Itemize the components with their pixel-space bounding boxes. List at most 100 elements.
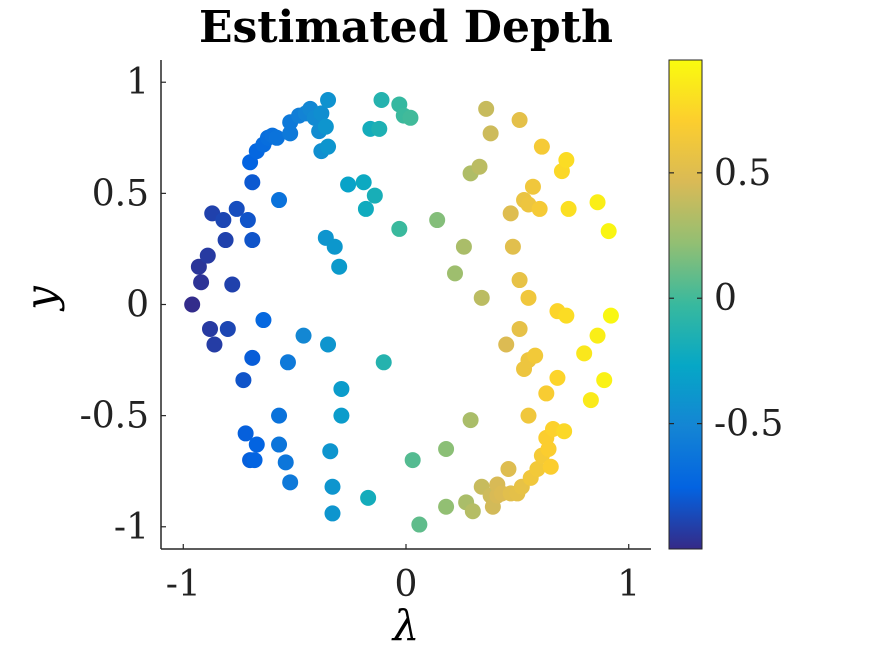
scatter-point xyxy=(228,200,245,217)
scatter-point xyxy=(366,187,383,204)
scatter-point xyxy=(219,320,236,337)
scatter-point xyxy=(504,238,521,255)
scatter-point xyxy=(360,489,377,506)
colorbar-tick-label: 0 xyxy=(714,278,737,319)
scatter-point xyxy=(473,289,490,306)
scatter-point xyxy=(560,200,577,217)
scatter-point xyxy=(248,436,265,453)
scatter-point xyxy=(237,425,254,442)
scatter-point xyxy=(217,232,234,249)
scatter-point xyxy=(271,192,288,209)
colorbar-gradient xyxy=(668,59,703,550)
scatter-point xyxy=(527,347,544,364)
scatter-point xyxy=(239,212,256,229)
y-tick-label: -0.5 xyxy=(80,396,149,437)
colorbar-tick-label: 0.5 xyxy=(714,153,771,194)
scatter-point xyxy=(556,423,573,440)
scatter-point xyxy=(462,412,479,429)
scatter-point xyxy=(438,440,455,457)
scatter-point xyxy=(246,452,263,469)
y-axis-label: y xyxy=(16,285,65,312)
scatter-point xyxy=(391,220,408,237)
scatter-point xyxy=(531,200,548,217)
scatter-point xyxy=(455,238,472,255)
colorbar-ticks: -0.5 0 0.5 xyxy=(669,153,783,445)
scatter-point xyxy=(498,336,515,353)
scatter-point xyxy=(375,354,392,371)
scatter-point xyxy=(471,158,488,175)
scatter-point xyxy=(324,505,341,522)
scatter-point xyxy=(295,327,312,344)
scatter-point xyxy=(596,372,613,389)
scatter-point xyxy=(235,372,252,389)
scatter-point xyxy=(373,92,390,109)
scatter-point xyxy=(582,392,599,409)
scatter-point xyxy=(333,407,350,424)
scatter-point xyxy=(558,152,575,169)
colorbar: -0.5 0 0.5 xyxy=(668,59,783,550)
scatter-point xyxy=(524,178,541,195)
x-tick-label: -1 xyxy=(166,564,201,605)
scatter-point xyxy=(268,129,285,146)
scatter-point xyxy=(190,258,207,275)
x-tick-label: 0 xyxy=(395,564,418,605)
scatter-point xyxy=(558,307,575,324)
scatter-point xyxy=(277,454,294,471)
scatter-point xyxy=(511,272,528,289)
scatter-point xyxy=(533,138,550,155)
scatter-point xyxy=(542,458,559,475)
scatter-point xyxy=(404,452,421,469)
y-tick-label: 0 xyxy=(126,285,149,326)
colorbar-tick-label: -0.5 xyxy=(714,404,783,445)
scatter-point xyxy=(320,336,337,353)
chart-title: Estimated Depth xyxy=(199,2,613,53)
scatter-point xyxy=(271,436,288,453)
scatter-point xyxy=(255,312,272,329)
scatter-point xyxy=(520,407,537,424)
scatter-point xyxy=(402,109,419,126)
y-tick-label: 1 xyxy=(126,62,149,103)
scatter-point xyxy=(355,174,372,191)
scatter-point xyxy=(279,354,296,371)
scatter-point xyxy=(589,194,606,211)
scatter-point xyxy=(184,296,201,313)
scatter-point xyxy=(411,516,428,533)
plot-axes xyxy=(160,60,651,550)
scatter-point xyxy=(511,112,528,129)
x-ticks: -1 0 1 xyxy=(166,544,640,605)
scatter-point xyxy=(529,460,546,477)
scatter-point xyxy=(589,327,606,344)
scatter-point xyxy=(600,223,617,240)
scatter-point xyxy=(502,205,519,222)
scatter-point xyxy=(320,92,337,109)
scatter-point xyxy=(340,176,357,193)
scatter-point xyxy=(282,125,299,142)
y-ticks: -1 -0.5 0 0.5 1 xyxy=(80,62,166,548)
scatter-point xyxy=(244,349,261,366)
scatter-point xyxy=(520,289,537,306)
scatter-point xyxy=(322,443,339,460)
scatter-point xyxy=(282,474,299,491)
scatter-point xyxy=(224,276,241,293)
scatter-point xyxy=(357,200,374,217)
y-tick-label: -1 xyxy=(114,507,149,548)
x-axis-label: λ xyxy=(391,601,420,650)
scatter-point xyxy=(326,238,343,255)
scatter-point xyxy=(199,247,216,264)
scatter-point xyxy=(215,212,232,229)
scatter-point xyxy=(244,174,261,191)
scatter-point xyxy=(549,369,566,386)
scatter-point xyxy=(193,274,210,291)
scatter-point xyxy=(438,498,455,515)
scatter-point xyxy=(320,138,337,155)
scatter-point xyxy=(478,100,495,117)
scatter-point xyxy=(313,105,330,122)
scatter-point xyxy=(464,503,481,520)
scatter-point xyxy=(244,232,261,249)
scatter-point xyxy=(500,460,517,477)
x-tick-label: 1 xyxy=(617,564,640,605)
scatter-point xyxy=(317,118,334,135)
scatter-point xyxy=(333,380,350,397)
scatter-point xyxy=(576,345,593,362)
